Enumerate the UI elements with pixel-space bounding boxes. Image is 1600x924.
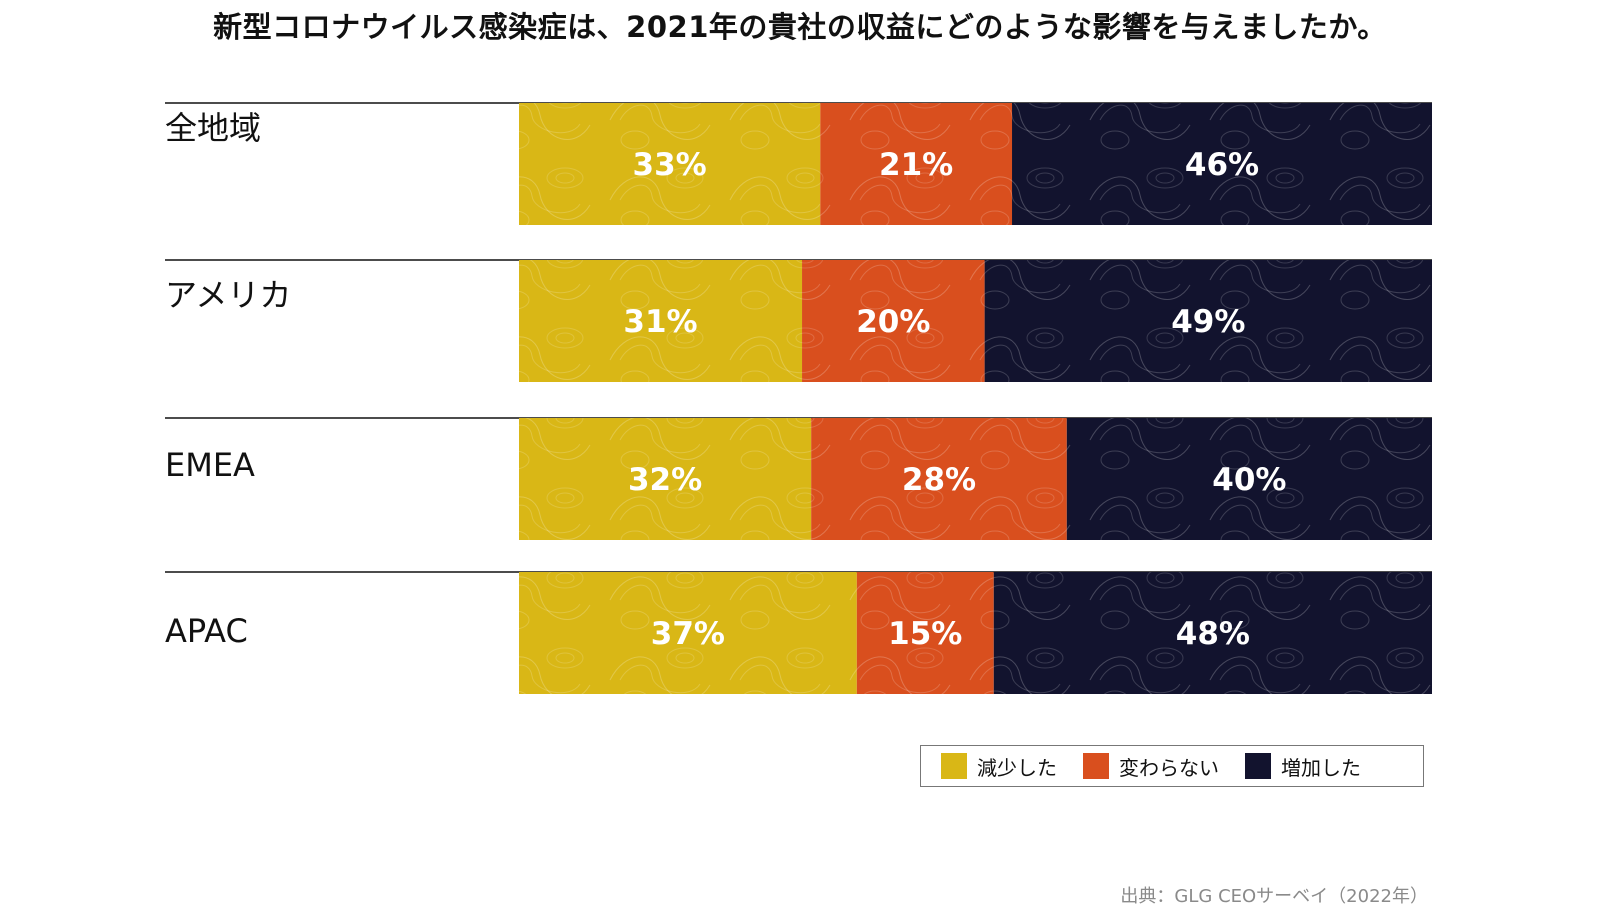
bar-texture: [820, 103, 1013, 225]
legend-item: 変わらない: [1083, 752, 1219, 781]
bar-texture: [993, 572, 1432, 694]
legend-label: 減少した: [977, 755, 1057, 780]
data-label: 40%: [1212, 462, 1286, 498]
data-label: 48%: [1176, 616, 1250, 652]
data-label: 15%: [888, 616, 962, 652]
data-label: 28%: [902, 462, 976, 498]
legend-label: 増加した: [1281, 755, 1361, 780]
chart-legend: 減少した 変わらない 増加した: [920, 745, 1424, 787]
bar-texture: [519, 418, 812, 540]
bar-texture: [856, 572, 994, 694]
category-label: EMEA: [165, 446, 255, 484]
bar-texture: [1066, 418, 1432, 540]
legend-swatch: [941, 753, 967, 779]
bar-texture: [1012, 103, 1432, 225]
bar-texture: [519, 103, 821, 225]
bar-texture: [519, 260, 803, 382]
category-label: 全地域: [165, 109, 261, 147]
data-label: 20%: [856, 304, 930, 340]
legend-label: 変わらない: [1119, 755, 1219, 780]
source-note: 出典：GLG CEOサーベイ（2022年）: [1120, 886, 1428, 907]
bar-texture: [984, 260, 1432, 382]
data-label: 21%: [879, 147, 953, 183]
category-label: アメリカ: [165, 276, 291, 314]
legend-swatch: [1245, 753, 1271, 779]
data-label: 33%: [633, 147, 707, 183]
data-label: 46%: [1185, 147, 1259, 183]
data-label: 49%: [1171, 304, 1245, 340]
legend-swatch: [1083, 753, 1109, 779]
data-label: 32%: [628, 462, 702, 498]
legend-item: 減少した: [941, 752, 1057, 781]
category-label: APAC: [165, 612, 248, 650]
legend-item: 増加した: [1245, 752, 1361, 781]
bar-texture: [519, 572, 857, 694]
bar-texture: [802, 260, 985, 382]
bar-texture: [811, 418, 1067, 540]
data-label: 37%: [651, 616, 725, 652]
chart-title: 新型コロナウイルス感染症は、2021年の貴社の収益にどのような影響を与えましたか…: [213, 10, 1387, 44]
data-label: 31%: [623, 304, 697, 340]
